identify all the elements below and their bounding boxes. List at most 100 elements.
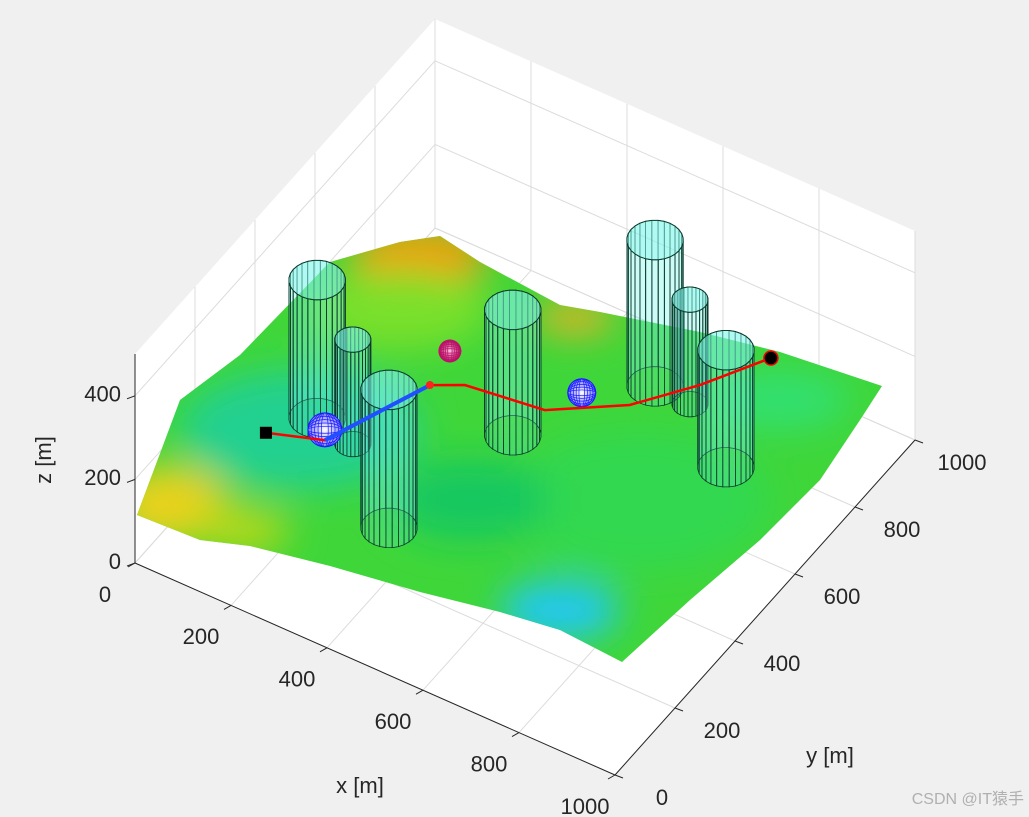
obstacle-face	[509, 329, 517, 456]
threat	[307, 412, 343, 448]
obstacle-face	[735, 366, 742, 487]
z-tick	[126, 478, 136, 483]
obstacle-face	[492, 323, 499, 453]
obstacle-face	[698, 355, 703, 479]
y-axis-line	[614, 439, 916, 776]
z-tick-label: 0	[109, 549, 121, 574]
obstacle-face	[634, 253, 641, 404]
obstacle-face	[657, 258, 665, 407]
x-tick	[223, 604, 232, 610]
z-tick-label: 200	[84, 465, 121, 490]
obstacle-top	[626, 219, 684, 261]
x-tick-label: 1000	[561, 794, 610, 817]
obstacle-face	[745, 359, 751, 483]
watermark: CSDN @IT猿手	[912, 790, 1024, 808]
threat	[438, 339, 462, 363]
x-tick-label: 600	[375, 709, 412, 734]
y-tick	[614, 774, 624, 779]
obstacle-face	[691, 311, 697, 418]
obstacle-face	[639, 256, 647, 406]
x-axis-line	[134, 562, 616, 776]
obstacle-face	[408, 399, 414, 543]
obstacle	[626, 219, 684, 407]
obstacle-face	[379, 408, 387, 548]
obstacle	[484, 289, 542, 456]
obstacle-face	[485, 315, 490, 448]
threat-sphere	[567, 378, 597, 408]
y-tick-label: 1000	[938, 450, 987, 475]
obstacle	[671, 286, 709, 418]
obstacle-face	[651, 259, 659, 407]
obstacle-face	[339, 347, 344, 456]
path-line	[324, 383, 431, 442]
obstacle	[334, 326, 372, 458]
obstacle-face	[301, 296, 309, 438]
obstacle-face	[527, 323, 534, 453]
x-tick	[511, 732, 520, 738]
obstacle-face	[676, 307, 681, 416]
obstacle-face	[342, 349, 348, 457]
scene-objects	[259, 219, 779, 549]
y-tick	[794, 573, 804, 578]
threat-mesh	[438, 341, 462, 361]
obstacle-face	[680, 309, 685, 417]
obstacle-face	[368, 403, 375, 546]
obstacle-face	[728, 368, 736, 488]
threat-mesh	[567, 381, 597, 405]
obstacle-top	[360, 369, 418, 411]
threat-sphere	[438, 339, 462, 363]
obstacle-face	[292, 289, 298, 433]
threat	[567, 378, 597, 408]
obstacle-face	[350, 351, 356, 458]
x-tick-label: 800	[471, 751, 508, 776]
obstacle-face	[373, 406, 381, 548]
terrain-mid	[390, 460, 550, 540]
obstacle-face	[722, 369, 730, 488]
obstacle-face	[687, 311, 693, 418]
obstacle-top	[288, 259, 346, 301]
obstacle-face	[391, 408, 399, 549]
obstacle-face	[385, 409, 393, 549]
y-tick-label: 600	[824, 584, 861, 609]
y-tick	[914, 439, 924, 444]
obstacle-face	[716, 368, 724, 488]
obstacle	[697, 330, 755, 488]
obstacle-face	[532, 319, 538, 451]
path-start	[259, 426, 272, 439]
threat-mesh	[440, 339, 460, 363]
y-tick	[854, 506, 864, 511]
z-axis-title: z [m]	[31, 436, 56, 484]
obstacle-face	[346, 351, 352, 458]
x-axis-title: x [m]	[336, 773, 384, 798]
path-end	[763, 350, 779, 366]
grid-line	[434, 60, 916, 274]
obstacle-face	[645, 258, 653, 407]
obstacle-top	[671, 286, 709, 313]
x-tick-label: 0	[99, 582, 111, 607]
obstacle-top	[334, 326, 372, 353]
obstacle-face	[710, 366, 718, 487]
x-tick-label: 400	[279, 667, 316, 692]
obstacle-face	[497, 326, 504, 455]
obstacle-face	[515, 328, 523, 456]
obstacle-face	[521, 326, 529, 455]
obstacle-face	[488, 319, 494, 451]
obstacle-face	[664, 256, 671, 406]
obstacle	[288, 259, 346, 439]
z-tick	[126, 562, 136, 567]
threat-sphere	[307, 412, 343, 448]
obstacle-face	[627, 245, 632, 399]
terrain-mid	[180, 370, 420, 490]
obstacle-face	[403, 403, 410, 546]
z-tick-label: 400	[84, 382, 121, 407]
z-tick	[126, 395, 136, 400]
x-tick-label: 200	[183, 624, 220, 649]
axis-labels: x [m] y [m] z [m] CSDN @IT猿手 0 200 400 600 8…	[31, 382, 1024, 817]
threat-mesh	[310, 412, 339, 448]
obstacle-top	[697, 330, 755, 371]
obstacle-face	[503, 328, 511, 456]
obstacle-face	[701, 359, 707, 483]
obstacle-face	[364, 399, 370, 543]
